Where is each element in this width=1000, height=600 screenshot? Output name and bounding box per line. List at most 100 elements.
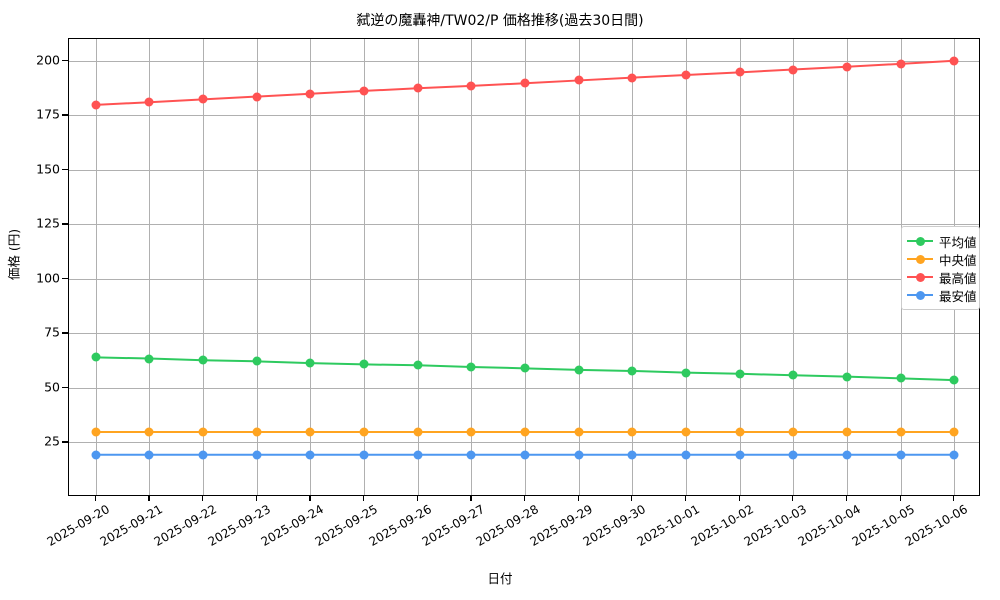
y-axis-tick-mark bbox=[62, 277, 68, 280]
data-point-marker bbox=[896, 427, 906, 437]
gridline-vertical bbox=[95, 39, 97, 495]
x-axis-tick-mark bbox=[738, 496, 740, 501]
data-point-marker bbox=[842, 427, 852, 437]
gridline-vertical bbox=[364, 39, 366, 495]
legend-item-label: 最高値 bbox=[939, 270, 977, 286]
data-point-marker bbox=[305, 427, 315, 437]
data-point-marker bbox=[681, 427, 691, 437]
data-point-marker bbox=[788, 65, 798, 75]
x-axis-tick-mark bbox=[363, 496, 365, 501]
data-point-marker bbox=[305, 450, 315, 460]
x-axis-tick-mark bbox=[255, 496, 257, 501]
data-point-marker bbox=[735, 369, 745, 379]
y-axis-tick-mark bbox=[62, 441, 68, 443]
chart-legend: 平均値中央値最高値最安値 bbox=[901, 226, 980, 310]
gridline-horizontal bbox=[69, 442, 979, 444]
data-point-marker bbox=[574, 75, 584, 85]
data-point-marker bbox=[681, 70, 691, 80]
plot-area bbox=[68, 38, 980, 496]
legend-color-swatch bbox=[907, 236, 933, 246]
data-point-marker bbox=[949, 427, 959, 437]
y-axis-tick-label: 175 bbox=[36, 106, 60, 122]
legend-item-label: 中央値 bbox=[939, 252, 977, 268]
data-point-marker bbox=[896, 59, 906, 69]
data-point-marker bbox=[144, 354, 154, 363]
y-axis-tick-label: 200 bbox=[36, 52, 60, 68]
gridlines bbox=[69, 39, 979, 495]
x-axis-tick-mark bbox=[792, 496, 794, 501]
gridline-vertical bbox=[578, 39, 580, 495]
gridline-vertical bbox=[739, 39, 741, 495]
legend-item[interactable]: 最安値 bbox=[907, 286, 977, 304]
x-axis-tick-mark bbox=[899, 496, 901, 501]
data-point-marker bbox=[735, 67, 745, 77]
series-layer bbox=[69, 39, 979, 495]
gridline-vertical bbox=[685, 39, 687, 495]
data-point-marker bbox=[949, 450, 959, 460]
y-axis-tick-label: 50 bbox=[44, 379, 60, 395]
y-axis-tick-label: 75 bbox=[44, 324, 60, 340]
data-point-marker bbox=[91, 427, 101, 437]
data-point-marker bbox=[198, 94, 208, 104]
gridline-horizontal bbox=[69, 115, 979, 117]
data-point-marker bbox=[949, 375, 959, 385]
legend-item-label: 最安値 bbox=[939, 288, 977, 304]
data-point-marker bbox=[413, 360, 423, 370]
y-axis-tick-label: 100 bbox=[36, 270, 60, 286]
y-axis-title: 価格 (円) bbox=[6, 228, 22, 281]
y-axis-tick-mark bbox=[62, 223, 68, 225]
gridline-horizontal bbox=[69, 333, 979, 335]
data-point-marker bbox=[520, 363, 530, 373]
x-axis-tick-mark bbox=[577, 496, 579, 501]
data-point-marker bbox=[252, 427, 262, 437]
x-axis-title: 日付 bbox=[487, 571, 513, 586]
data-point-marker bbox=[198, 427, 208, 437]
data-point-marker bbox=[681, 368, 691, 378]
x-axis-tick-mark bbox=[470, 496, 472, 501]
legend-item[interactable]: 中央値 bbox=[907, 250, 977, 268]
gridline-vertical bbox=[149, 39, 151, 495]
gridline-vertical bbox=[632, 39, 634, 495]
y-axis-tick-mark bbox=[62, 114, 68, 116]
data-point-marker bbox=[896, 450, 906, 460]
data-point-marker bbox=[91, 450, 101, 460]
x-axis-tick-mark bbox=[631, 496, 633, 501]
data-point-marker bbox=[252, 356, 262, 366]
legend-color-swatch bbox=[907, 254, 933, 264]
data-point-marker bbox=[359, 359, 369, 369]
chart-title: 弑逆の魔轟神/TW02/P 価格推移(過去30日間) bbox=[356, 13, 644, 29]
gridline-horizontal bbox=[69, 278, 979, 280]
data-point-marker bbox=[466, 450, 476, 460]
legend-item-label: 平均値 bbox=[939, 234, 977, 250]
data-point-marker bbox=[466, 81, 476, 91]
data-point-marker bbox=[359, 86, 369, 96]
data-point-marker bbox=[91, 100, 101, 110]
gridline-horizontal bbox=[69, 387, 979, 389]
y-axis-tick-mark bbox=[62, 59, 68, 61]
x-axis-tick-mark bbox=[953, 496, 955, 501]
data-point-marker bbox=[413, 450, 423, 460]
gridline-vertical bbox=[471, 39, 473, 495]
gridline-horizontal bbox=[69, 60, 979, 62]
data-point-marker bbox=[574, 365, 584, 375]
data-point-marker bbox=[198, 450, 208, 460]
data-point-marker bbox=[91, 352, 101, 362]
data-point-marker bbox=[144, 427, 154, 437]
data-point-marker bbox=[627, 366, 637, 376]
gridline-vertical bbox=[846, 39, 848, 495]
data-point-marker bbox=[252, 92, 262, 102]
data-point-marker bbox=[735, 450, 745, 460]
gridline-vertical bbox=[525, 39, 526, 495]
legend-item[interactable]: 平均値 bbox=[907, 232, 977, 250]
gridline-vertical bbox=[256, 39, 258, 495]
x-axis-tick-mark bbox=[148, 496, 150, 501]
data-point-marker bbox=[520, 427, 530, 437]
data-point-marker bbox=[842, 62, 852, 72]
legend-item[interactable]: 最高値 bbox=[907, 268, 977, 286]
data-point-marker bbox=[198, 355, 208, 365]
gridline-vertical bbox=[793, 39, 795, 495]
y-axis-tick-mark bbox=[62, 168, 68, 171]
data-point-marker bbox=[574, 427, 584, 437]
data-point-marker bbox=[413, 83, 423, 93]
data-point-marker bbox=[520, 78, 530, 88]
